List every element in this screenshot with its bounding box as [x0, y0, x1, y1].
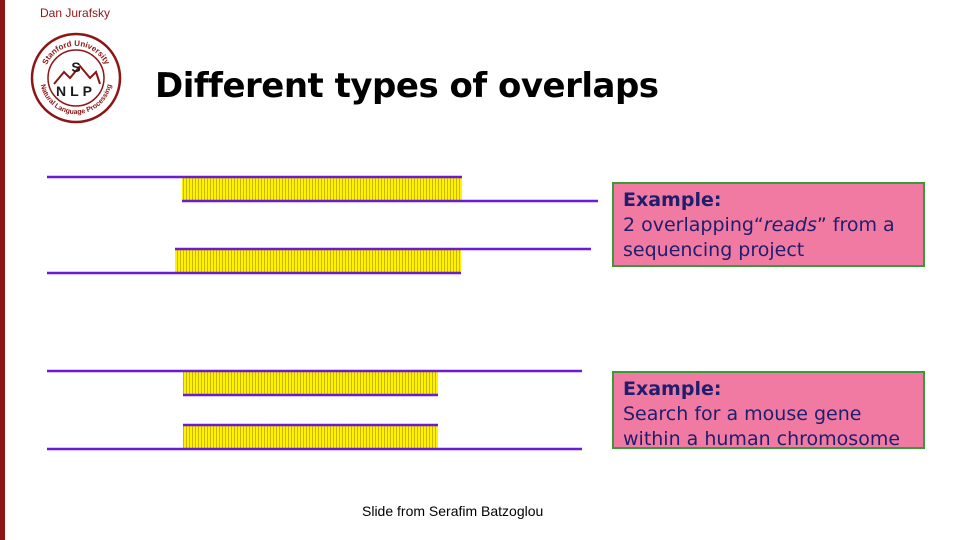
example-text-line: 2 overlapping“reads” from a [623, 214, 895, 236]
slide-title: Different types of overlaps [155, 66, 659, 106]
example-box-gene-search: Example: Search for a mouse gene within … [612, 371, 925, 450]
logo-letters-nlp: NLP [56, 83, 96, 99]
example-box-reads: Example: 2 overlapping“reads” from a seq… [612, 182, 925, 267]
example-heading: Example: [623, 189, 722, 211]
example-text-line: Search for a mouse gene [623, 403, 862, 425]
slide-credit: Slide from Serafim Batzoglou [362, 503, 544, 519]
stanford-nlp-logo: Stanford University Natural Language Pro… [30, 32, 122, 124]
example-heading: Example: [623, 378, 722, 400]
overlap-region-2 [175, 249, 461, 273]
overlap-region-1 [182, 177, 462, 201]
slide-left-accent-bar [0, 0, 5, 540]
emphasized-word: reads [763, 214, 817, 236]
example-text-line: sequencing project [623, 239, 805, 261]
logo-letter-s: S [71, 59, 80, 75]
overlap-region-4 [183, 425, 438, 449]
overlap-region-3 [183, 371, 438, 395]
example-text-line: within a human chromosome [623, 428, 901, 450]
author-name: Dan Jurafsky [40, 6, 111, 20]
